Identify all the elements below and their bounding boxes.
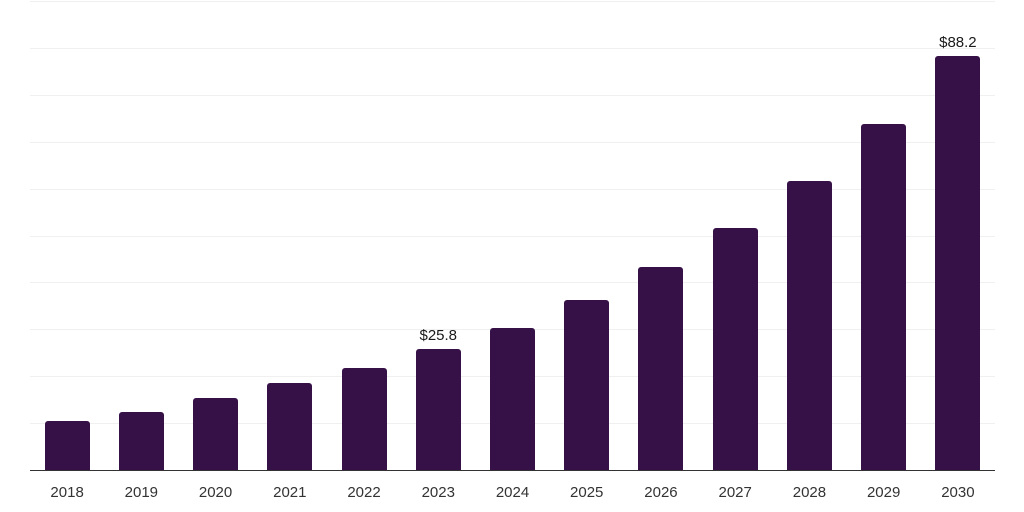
x-tick-label-2021: 2021 (273, 484, 307, 501)
x-tick-label-2029: 2029 (866, 484, 901, 501)
bar-2020 (193, 397, 239, 470)
bar-2025 (564, 300, 610, 470)
x-tick-label-2023: 2023 (421, 484, 455, 501)
x-tick-label-2022: 2022 (347, 484, 381, 501)
gridline (30, 235, 995, 237)
bar-2030 (935, 56, 981, 470)
gridline (30, 47, 995, 49)
bar-2029 (861, 123, 907, 470)
gridline (30, 94, 995, 96)
x-tick-label-2024: 2024 (495, 484, 530, 501)
bar-2024 (490, 327, 535, 470)
value-label-2030: $88.2 (939, 34, 977, 52)
gridline (30, 141, 995, 143)
x-tick-label-2027: 2027 (718, 484, 752, 501)
x-axis-line (30, 469, 995, 471)
gridline (30, 282, 995, 284)
bar-2027 (712, 228, 758, 470)
x-tick-label-2026: 2026 (644, 484, 678, 501)
bar-2022 (341, 368, 387, 470)
gridline (30, 188, 995, 190)
gridline (30, 0, 995, 2)
x-tick-label-2025: 2025 (570, 484, 604, 501)
bar-2028 (786, 180, 832, 470)
x-tick-label-2028: 2028 (792, 484, 827, 501)
bar-2021 (267, 383, 313, 470)
x-tick-label-2020: 2020 (198, 484, 233, 501)
bar-2026 (638, 267, 684, 470)
x-tick-label-2030: 2030 (941, 484, 975, 501)
bar-2018 (44, 420, 90, 470)
x-tick-label-2018: 2018 (50, 484, 84, 501)
bar-2019 (118, 412, 164, 470)
x-tick-label-2019: 2019 (124, 484, 159, 501)
value-label-2023: $25.8 (419, 327, 458, 344)
bar-2023 (415, 348, 461, 470)
